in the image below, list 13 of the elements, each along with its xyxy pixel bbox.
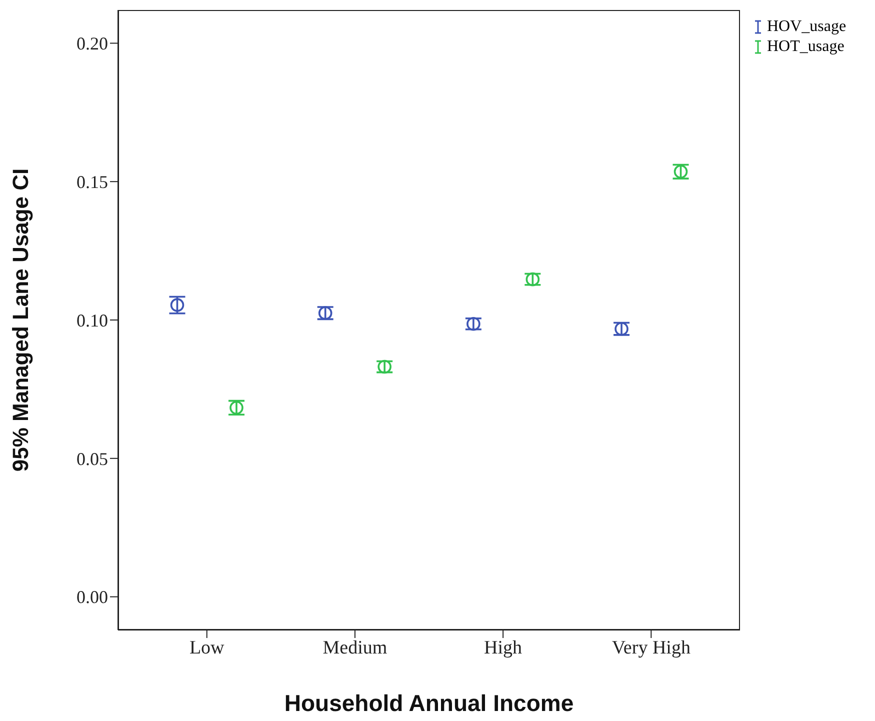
x-axis-title: Household Annual Income <box>284 690 574 716</box>
y-axis-title: 95% Managed Lane Usage CI <box>8 168 33 472</box>
x-tick-label: Very High <box>612 637 691 658</box>
y-tick-label: 0.10 <box>76 310 108 330</box>
legend-label: HOT_usage <box>767 38 844 56</box>
y-tick-label: 0.00 <box>76 587 108 608</box>
x-tick-label: High <box>484 637 523 658</box>
y-tick-label: 0.15 <box>76 172 108 192</box>
y-tick-label: 0.20 <box>76 34 108 54</box>
x-tick-label: Medium <box>322 637 388 658</box>
legend-label: HOV_usage <box>767 18 846 36</box>
x-tick-label: Low <box>189 637 225 658</box>
y-tick-label: 0.05 <box>76 448 108 469</box>
